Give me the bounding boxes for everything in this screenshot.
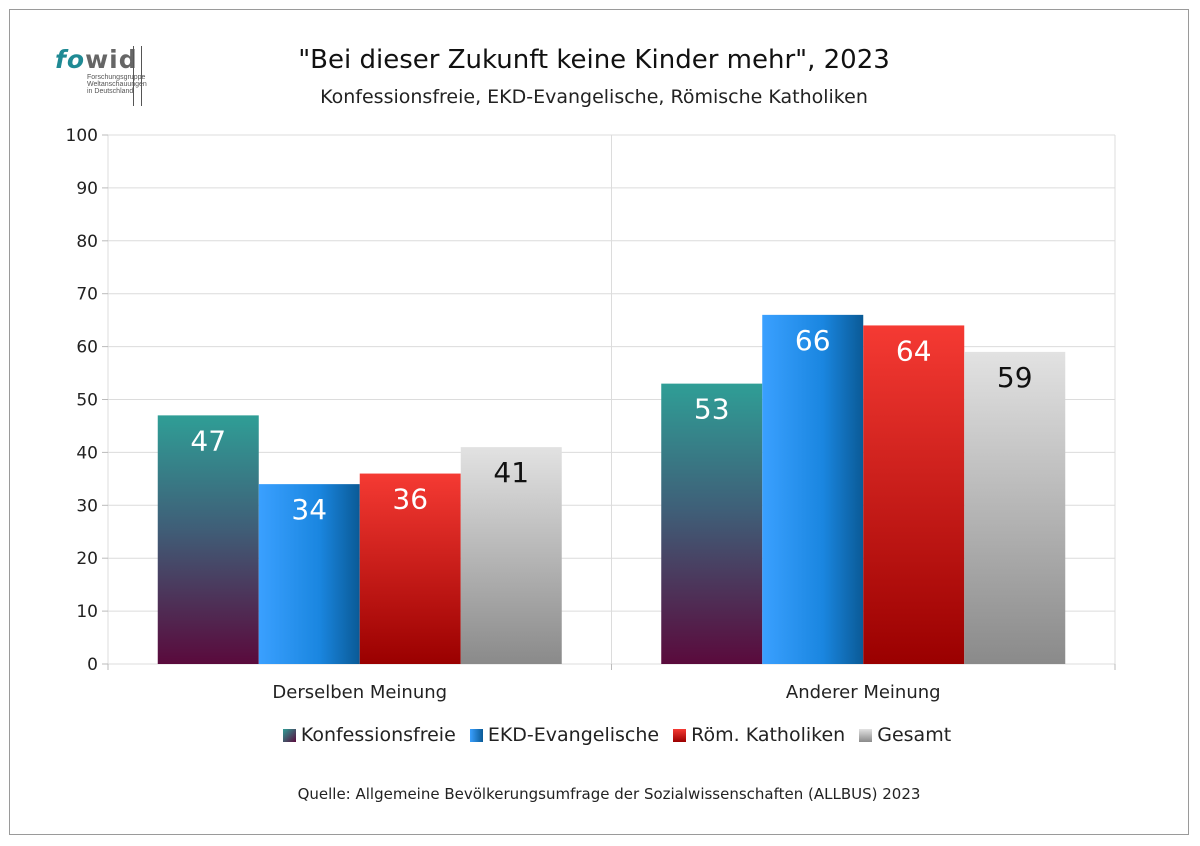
bar: [157, 415, 259, 664]
data-label: 64: [896, 334, 932, 367]
bar: [964, 351, 1066, 664]
chart-bars: [157, 314, 1066, 664]
bar: [661, 383, 763, 664]
logo-rule: [133, 46, 134, 106]
bar: [460, 447, 562, 664]
chart-subtitle: Konfessionsfreie, EKD-Evangelische, Römi…: [320, 86, 868, 108]
y-tick-label: 30: [76, 496, 98, 516]
y-tick-label: 60: [76, 338, 98, 358]
data-label: 59: [997, 361, 1033, 394]
y-tick-label: 50: [76, 391, 98, 411]
logo-text-fo: fo: [55, 45, 86, 74]
legend-swatch-katholiken: [673, 728, 687, 742]
legend-label-gesamt: Gesamt: [877, 724, 952, 746]
y-tick-label: 20: [76, 549, 98, 569]
legend-item-ekd: EKD-Evangelische: [469, 724, 660, 746]
logo-subtext-2: Weltanschauungen: [87, 81, 147, 88]
logo-text-wid: wid: [85, 45, 138, 74]
source-note: Quelle: Allgemeine Bevölkerungsumfrage d…: [297, 785, 921, 803]
legend-label-konfessionsfreie: Konfessionsfreie: [300, 724, 456, 746]
data-label: 47: [190, 424, 226, 457]
legend-item-konfessionsfreie: Konfessionsfreie: [282, 724, 456, 746]
bar: [863, 325, 965, 664]
x-category-label: Anderer Meinung: [786, 682, 941, 703]
logo-subtext-1: Forschungsgruppe: [87, 74, 146, 81]
legend-label-ekd: EKD-Evangelische: [487, 724, 660, 746]
y-tick-label: 40: [76, 443, 98, 463]
data-label: 34: [291, 493, 327, 526]
data-label: 36: [392, 483, 428, 516]
y-tick-label: 70: [76, 285, 98, 305]
y-tick-label: 0: [87, 655, 98, 675]
x-axis: Derselben Meinung Anderer Meinung: [107, 664, 1116, 703]
bar: [359, 473, 461, 664]
bar: [258, 484, 360, 664]
y-tick-label: 100: [66, 126, 98, 146]
data-label: 53: [694, 393, 730, 426]
logo-subtext-3: in Deutschland: [87, 88, 134, 95]
legend-swatch-gesamt: [859, 728, 873, 742]
y-axis: 0 10 20 30 40 50 60 70 80 90 100: [66, 126, 108, 675]
legend-item-gesamt: Gesamt: [859, 724, 951, 746]
y-tick-label: 80: [76, 232, 98, 252]
legend-label-katholiken: Röm. Katholiken: [691, 724, 846, 746]
x-category-label: Derselben Meinung: [272, 682, 447, 703]
bar: [762, 314, 864, 664]
chart-legend: Konfessionsfreie EKD-Evangelische Röm. K…: [0, 724, 1200, 747]
y-tick-label: 90: [76, 179, 98, 199]
logo-rule: [141, 46, 142, 106]
legend-item-katholiken: Röm. Katholiken: [673, 724, 845, 746]
data-label: 41: [493, 456, 529, 489]
y-tick-label: 10: [76, 602, 98, 622]
chart-title: "Bei dieser Zukunft keine Kinder mehr", …: [298, 45, 890, 75]
fowid-logo: fowid Forschungsgruppe Weltanschauungen …: [55, 45, 147, 106]
legend-swatch-konfessionsfreie: [282, 728, 296, 742]
legend-swatch-ekd: [469, 728, 483, 742]
data-label: 66: [795, 324, 831, 357]
data-labels: 47 34 36 41 53 66 64 59: [190, 324, 1032, 526]
